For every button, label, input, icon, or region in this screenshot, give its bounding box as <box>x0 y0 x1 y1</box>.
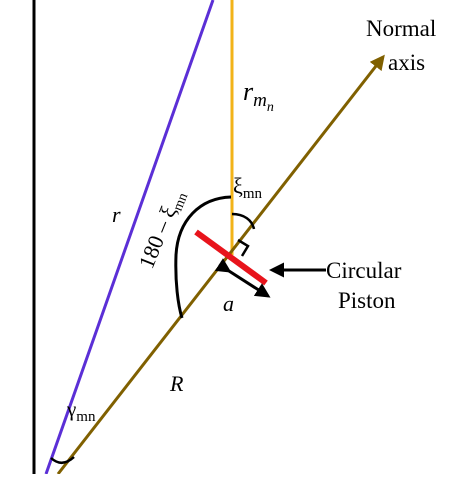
xi-angle-arc <box>231 212 256 230</box>
normal-axis-label-line1: Normal <box>366 16 436 41</box>
piston-label-line2: Piston <box>338 288 396 313</box>
normal-axis-label-line2: axis <box>388 50 425 75</box>
supplementary-angle-arc <box>174 195 232 319</box>
r-label: r <box>112 202 121 227</box>
r-mn-label: rmn <box>243 77 274 115</box>
a-label: a <box>223 291 234 316</box>
xi-mn-label: ξmn <box>233 173 262 202</box>
R-label: R <box>169 371 184 396</box>
gamma-angle-arc <box>50 456 75 464</box>
radius-a-arrow <box>214 258 271 298</box>
r-distance-line <box>44 0 215 475</box>
gamma-mn-label: γmn <box>66 397 96 425</box>
piston-label-line1: Circular <box>326 258 402 283</box>
right-angle-marker <box>237 238 250 257</box>
